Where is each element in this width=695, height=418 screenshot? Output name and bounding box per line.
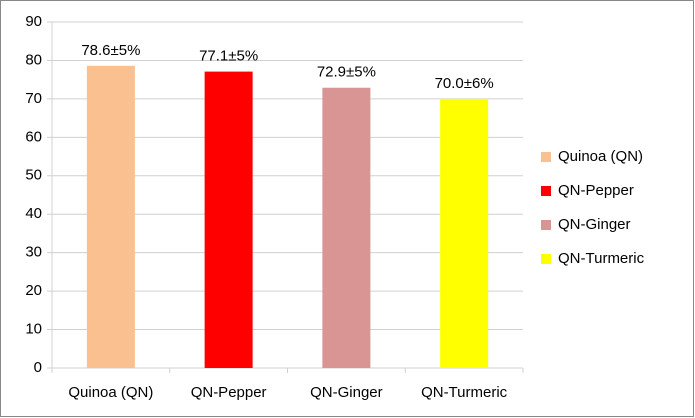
y-tick-label: 10 — [25, 321, 42, 338]
bar — [204, 71, 253, 369]
y-tick-label: 50 — [25, 167, 42, 184]
x-tick-label: Quinoa (QN) — [68, 384, 153, 401]
y-tick-label: 20 — [25, 282, 42, 299]
y-tick-label: 40 — [25, 205, 42, 222]
bar — [86, 65, 135, 369]
legend-label: QN-Turmeric — [558, 250, 645, 267]
y-tick-label: 80 — [25, 51, 42, 68]
y-tick-label: 70 — [25, 90, 42, 107]
x-tick-label: QN-Ginger — [310, 384, 383, 401]
y-tick-label: 90 — [25, 13, 42, 30]
legend-swatch — [541, 254, 551, 264]
y-tick-label: 0 — [34, 359, 42, 376]
legend-label: QN-Pepper — [558, 182, 634, 199]
legend-swatch — [541, 152, 551, 162]
legend-label: Quinoa (QN) — [558, 148, 643, 165]
value-label: 70.0±6% — [435, 75, 494, 92]
legend-swatch — [541, 220, 551, 230]
y-tick-label: 60 — [25, 128, 42, 145]
value-label: 72.9±5% — [317, 64, 376, 81]
bar — [322, 87, 371, 369]
value-label: 77.1±5% — [199, 48, 258, 65]
y-tick-label: 30 — [25, 244, 42, 261]
x-tick-label: QN-Turmeric — [421, 384, 508, 401]
legend-swatch — [541, 186, 551, 196]
value-label: 78.6±5% — [81, 42, 140, 59]
x-tick-label: QN-Pepper — [191, 384, 267, 401]
legend-label: QN-Ginger — [558, 216, 631, 233]
bar — [440, 98, 489, 368]
